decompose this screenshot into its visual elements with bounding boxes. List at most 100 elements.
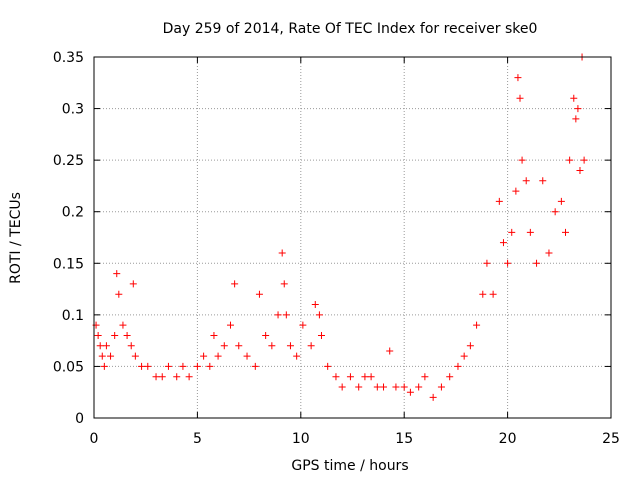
y-tick-label: 0.25 (53, 153, 84, 169)
data-point (102, 342, 110, 350)
y-tick-label: 0.05 (53, 359, 84, 375)
data-point (406, 388, 414, 396)
data-point (512, 187, 520, 195)
data-point (317, 331, 325, 339)
data-point (483, 259, 491, 267)
data-point (355, 383, 363, 391)
y-tick-label: 0.1 (62, 308, 84, 324)
data-point (429, 393, 437, 401)
x-tick-label: 5 (193, 431, 202, 447)
chart-title: Day 259 of 2014, Rate Of TEC Index for r… (163, 21, 538, 37)
data-point (562, 228, 570, 236)
data-point (185, 373, 193, 381)
data-point (158, 373, 166, 381)
x-tick-label: 0 (90, 431, 99, 447)
data-point (231, 280, 239, 288)
data-point (466, 342, 474, 350)
data-point (129, 280, 137, 288)
data-point (324, 362, 332, 370)
x-tick-label: 10 (292, 431, 310, 447)
data-point (572, 115, 580, 123)
data-point (526, 228, 534, 236)
data-point (508, 228, 516, 236)
plot-frame (93, 56, 612, 419)
x-tick-label: 15 (395, 431, 413, 447)
data-point (386, 347, 394, 355)
data-point (179, 362, 187, 370)
data-point (164, 362, 172, 370)
data-point (446, 373, 454, 381)
data-point (226, 321, 234, 329)
data-point (315, 311, 323, 319)
data-point (580, 156, 588, 164)
data-point (299, 321, 307, 329)
data-point (392, 383, 400, 391)
data-point (460, 352, 468, 360)
data-point (400, 383, 408, 391)
data-point (214, 352, 222, 360)
data-point (473, 321, 481, 329)
data-point (138, 362, 146, 370)
data-point (566, 156, 574, 164)
data-point (243, 352, 251, 360)
data-point (479, 290, 487, 298)
data-point (235, 342, 243, 350)
data-point (119, 321, 127, 329)
data-point (307, 342, 315, 350)
data-point (367, 373, 375, 381)
data-point (262, 331, 270, 339)
data-point (495, 197, 503, 205)
data-points (92, 53, 588, 401)
data-point (514, 74, 522, 82)
data-point (361, 373, 369, 381)
data-point (278, 249, 286, 257)
data-point (220, 342, 228, 350)
x-axis-label: GPS time / hours (291, 458, 408, 474)
data-point (380, 383, 388, 391)
data-point (518, 156, 526, 164)
data-point (286, 342, 294, 350)
data-point (107, 352, 115, 360)
y-tick-label: 0.3 (62, 102, 84, 118)
data-point (539, 177, 547, 185)
data-point (100, 362, 108, 370)
data-point (274, 311, 282, 319)
y-axis-label: ROTI / TECUs (8, 192, 24, 284)
data-point (570, 94, 578, 102)
data-point (504, 259, 512, 267)
data-point (516, 94, 524, 102)
data-point (421, 373, 429, 381)
data-point (454, 362, 462, 370)
data-point (131, 352, 139, 360)
data-point (533, 259, 541, 267)
data-point (280, 280, 288, 288)
x-tick-label: 25 (602, 431, 620, 447)
data-point (332, 373, 340, 381)
data-point (373, 383, 381, 391)
y-tick-label: 0 (75, 411, 84, 427)
data-point (311, 301, 319, 309)
data-point (113, 270, 121, 278)
data-point (293, 352, 301, 360)
y-tick-labels: 0 0.05 0.1 0.15 0.2 0.25 0.3 0.35 (53, 50, 84, 427)
data-point (144, 362, 152, 370)
data-point (338, 383, 346, 391)
data-point (551, 208, 559, 216)
data-point (96, 342, 104, 350)
data-point (522, 177, 530, 185)
grid-lines (94, 57, 611, 418)
data-point (255, 290, 263, 298)
data-point (111, 331, 119, 339)
y-tick-label: 0.15 (53, 256, 84, 272)
y-tick-label: 0.35 (53, 50, 84, 66)
axis-ticks (93, 56, 612, 419)
x-tick-labels: 0 5 10 15 20 25 (90, 431, 620, 447)
data-point (152, 373, 160, 381)
data-point (115, 290, 123, 298)
data-point (415, 383, 423, 391)
data-point (545, 249, 553, 257)
data-point (437, 383, 445, 391)
data-point (576, 166, 584, 174)
